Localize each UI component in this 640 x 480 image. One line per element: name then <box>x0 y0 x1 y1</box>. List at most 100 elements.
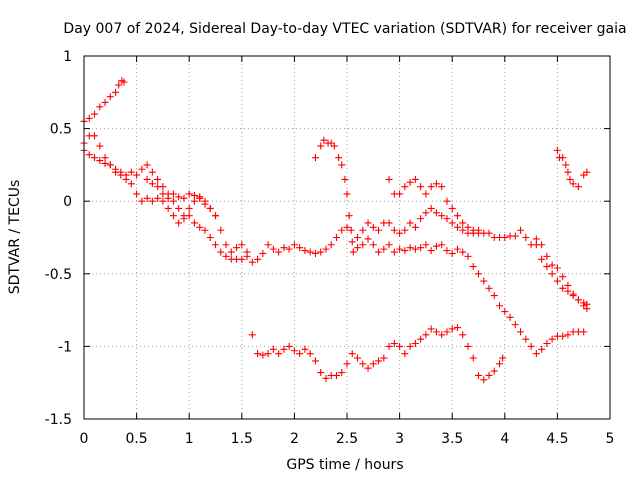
data-point <box>401 226 409 234</box>
data-point <box>543 263 551 271</box>
x-tick-label: 0 <box>80 431 89 447</box>
data-point <box>91 154 99 162</box>
data-point <box>553 277 561 285</box>
data-point <box>448 219 456 227</box>
data-point <box>269 345 277 353</box>
data-point <box>453 324 461 332</box>
data-point <box>301 247 309 255</box>
data-point <box>347 226 355 234</box>
y-tick-label: -1.5 <box>45 412 72 428</box>
data-point <box>480 376 488 384</box>
data-point <box>406 178 414 186</box>
data-point <box>296 244 304 252</box>
data-point <box>583 300 591 308</box>
data-point <box>359 241 367 249</box>
series-I <box>553 146 591 191</box>
x-tick-label: 5 <box>606 431 615 447</box>
data-point <box>385 342 393 350</box>
data-point <box>338 369 346 377</box>
data-point <box>553 146 561 154</box>
data-point <box>443 215 451 223</box>
data-point <box>438 331 446 339</box>
data-point <box>566 175 574 183</box>
data-point <box>411 175 419 183</box>
chart-title: Day 007 of 2024, Sidereal Day-to-day VTE… <box>63 21 626 37</box>
data-point <box>411 339 419 347</box>
data-point <box>475 270 482 278</box>
data-point <box>511 321 519 329</box>
data-point <box>169 197 177 205</box>
data-point <box>248 258 256 266</box>
data-point <box>341 175 349 183</box>
data-point <box>275 248 283 256</box>
series-J <box>248 324 507 384</box>
data-point <box>506 313 514 321</box>
data-point <box>583 168 591 176</box>
data-point <box>138 197 146 205</box>
data-point <box>169 212 177 220</box>
data-point <box>517 226 525 234</box>
data-point <box>335 154 343 162</box>
data-point <box>385 241 393 249</box>
data-point <box>580 328 588 336</box>
series-A <box>80 77 128 125</box>
data-point <box>396 342 404 350</box>
series-F <box>354 204 591 313</box>
data-point <box>432 242 440 250</box>
data-point <box>306 350 314 358</box>
data-point <box>259 249 267 257</box>
data-point <box>112 165 120 173</box>
data-point <box>154 194 162 202</box>
data-point <box>106 161 114 169</box>
data-point <box>406 244 414 252</box>
data-point <box>453 223 461 231</box>
data-point <box>112 88 120 96</box>
data-point <box>233 244 241 252</box>
data-point <box>369 223 377 231</box>
data-point <box>345 212 353 220</box>
data-point <box>480 277 488 285</box>
data-point <box>349 248 357 256</box>
data-point <box>180 212 188 220</box>
data-point <box>448 249 456 257</box>
data-point <box>122 171 130 179</box>
x-tick-label: 3.5 <box>441 431 463 447</box>
data-point <box>159 190 167 198</box>
data-point <box>543 339 551 347</box>
data-point <box>275 350 283 358</box>
data-point <box>212 241 219 249</box>
data-point <box>343 190 351 198</box>
data-point <box>559 284 567 292</box>
data-point <box>91 110 99 118</box>
data-point <box>175 204 183 212</box>
data-point <box>501 308 509 316</box>
data-point <box>475 229 482 237</box>
y-tick-label: 1 <box>63 49 72 65</box>
data-point <box>522 335 530 343</box>
data-point <box>443 328 451 336</box>
data-point <box>574 183 582 191</box>
data-point <box>332 234 340 241</box>
x-tick-label: 4.5 <box>546 431 568 447</box>
data-point <box>290 241 298 249</box>
data-point <box>559 332 567 340</box>
data-point <box>212 212 219 220</box>
x-axis-ticks: 0 0.5 1 1.5 2 2.5 3 3.5 4 4.5 5 <box>80 56 615 447</box>
data-point <box>127 180 135 188</box>
data-point <box>143 194 151 202</box>
y-tick-label: 0 <box>63 194 72 210</box>
data-point <box>280 345 288 353</box>
grid-lines <box>84 56 610 419</box>
data-point <box>569 180 577 188</box>
data-point <box>180 194 188 202</box>
data-point <box>569 292 577 300</box>
data-point <box>401 350 409 358</box>
data-point <box>469 263 477 271</box>
data-point <box>422 209 430 217</box>
data-point <box>285 245 293 253</box>
data-point <box>422 331 430 339</box>
data-point <box>290 347 298 355</box>
data-point <box>501 234 509 241</box>
data-point <box>438 212 446 220</box>
